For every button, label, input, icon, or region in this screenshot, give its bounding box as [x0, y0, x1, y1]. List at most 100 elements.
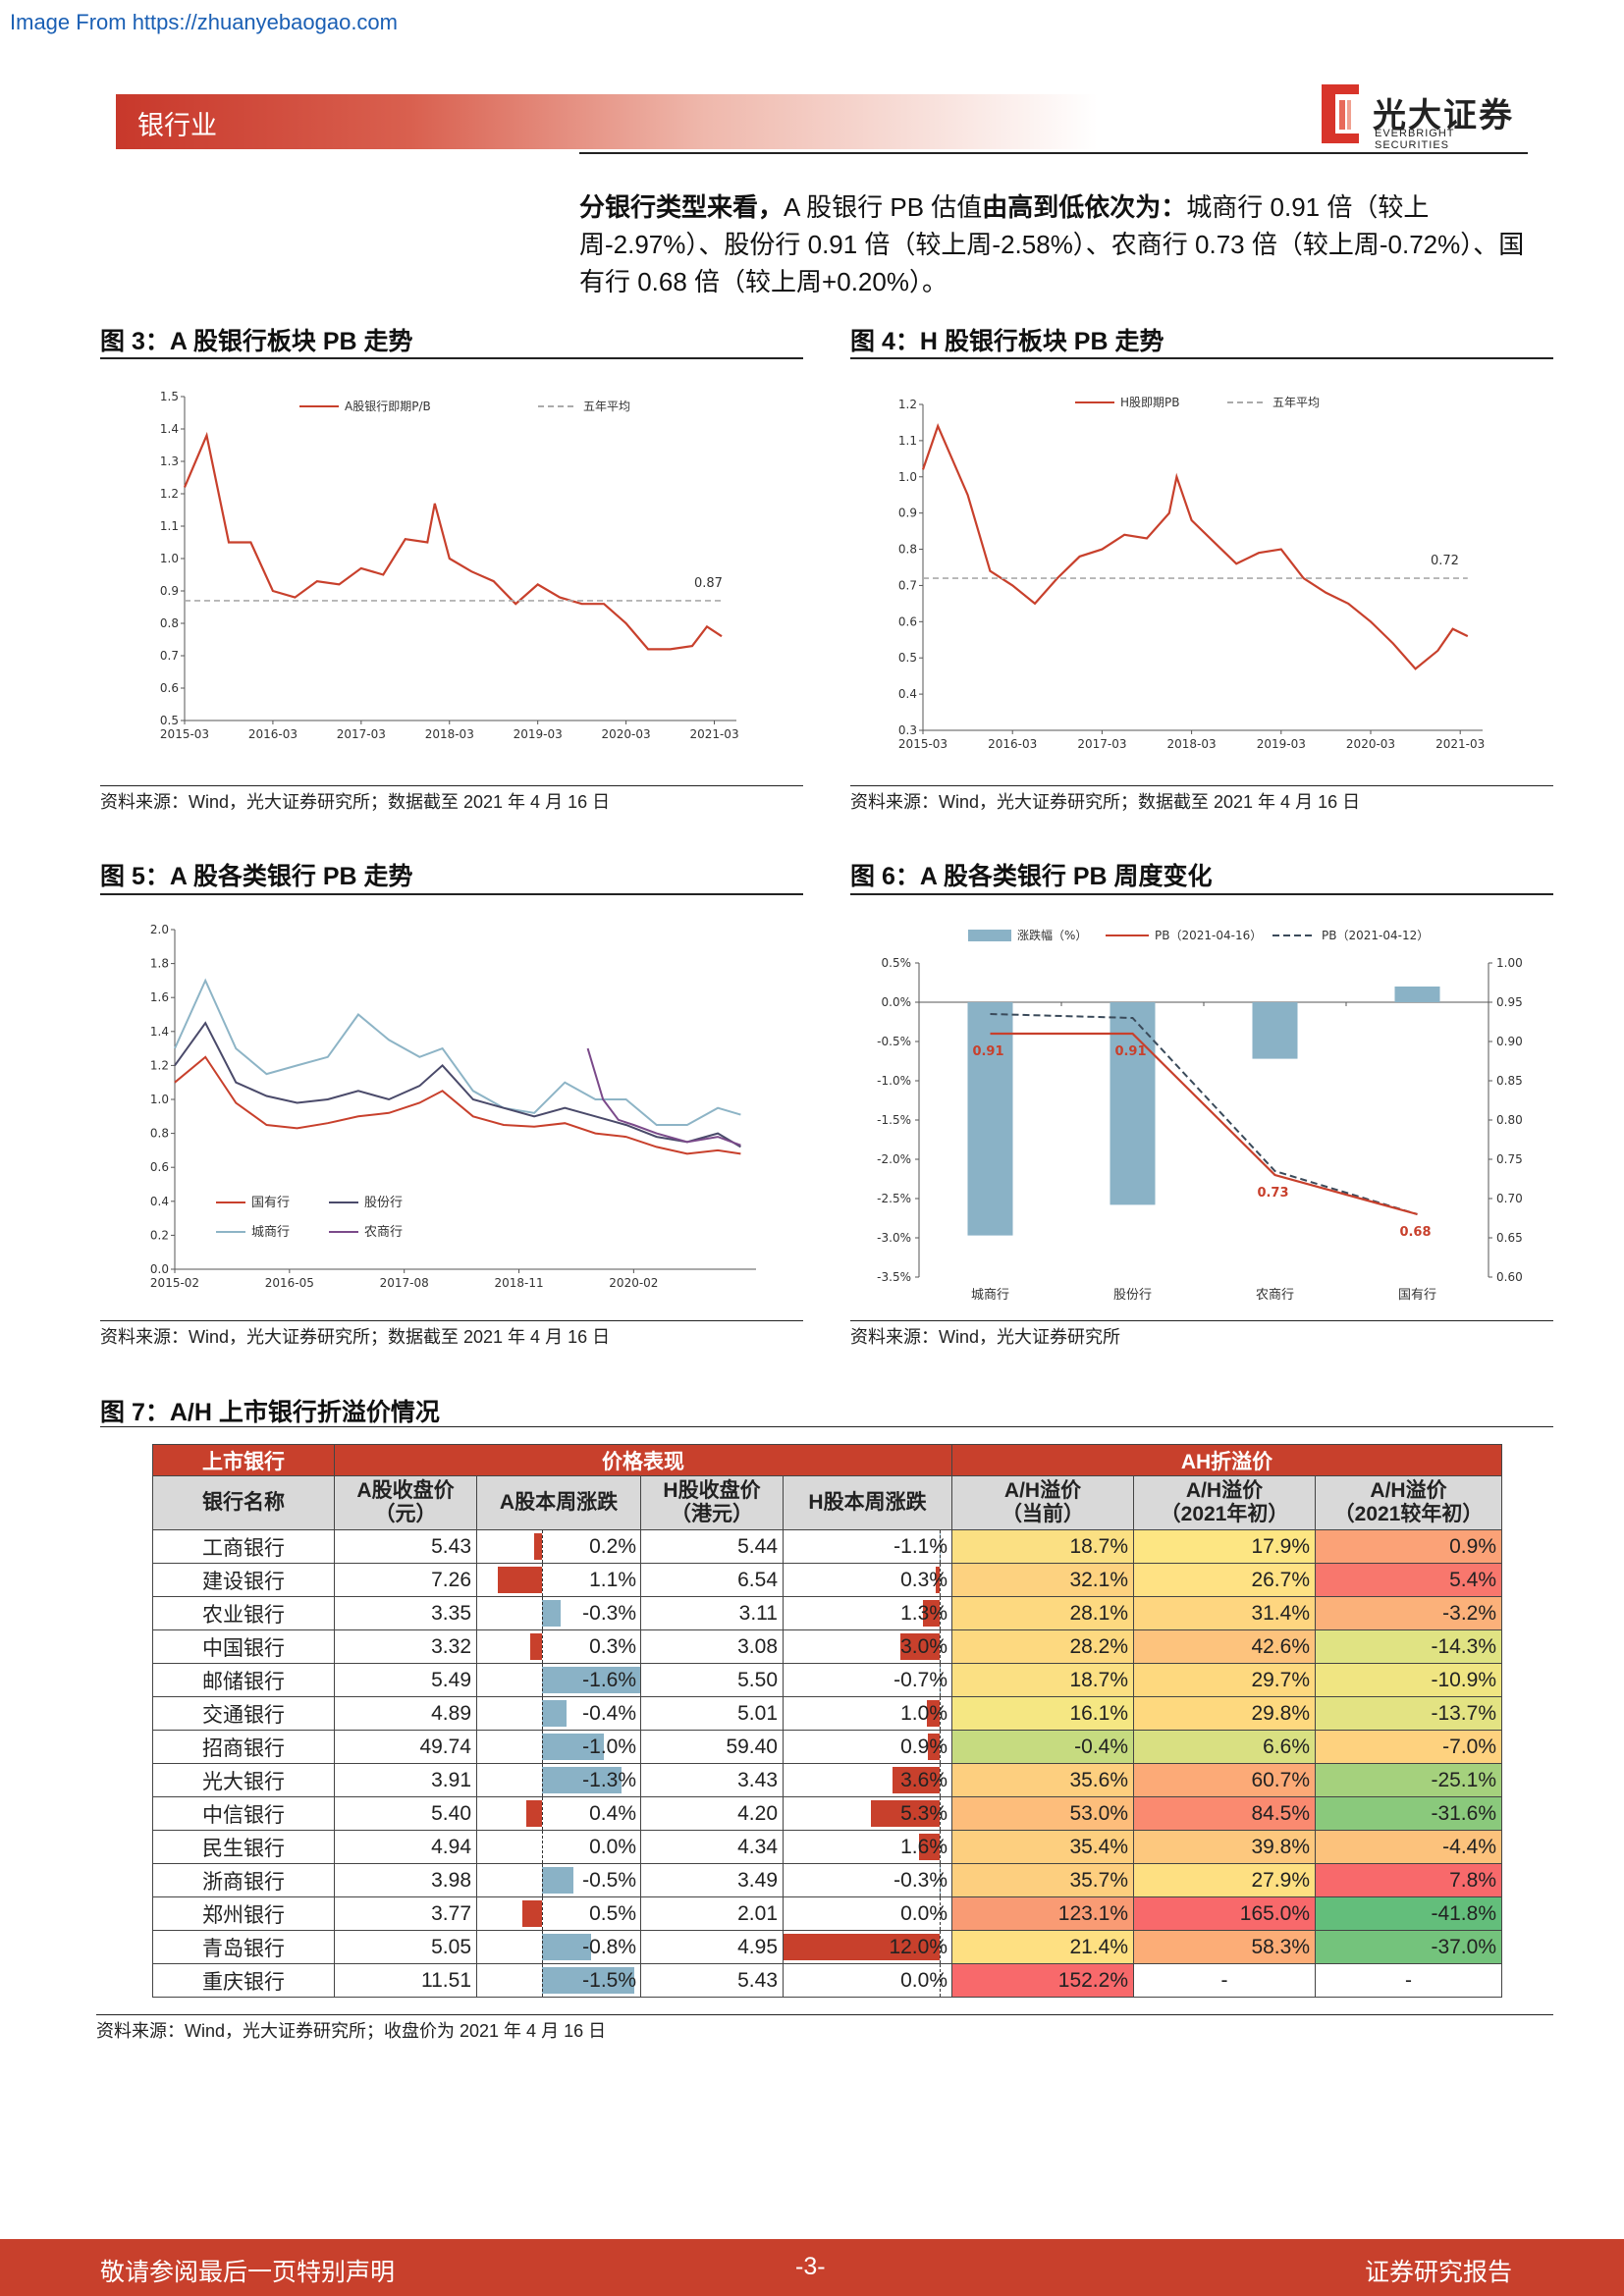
h-close-text: 5.50 — [737, 1668, 778, 1691]
group-header-price: 价格表现 — [334, 1444, 952, 1476]
bar-axis — [542, 1864, 544, 1896]
fig5-source-rule — [100, 1320, 803, 1321]
a-weekly-change: 0.2% — [476, 1529, 641, 1564]
h-weekly-change-text: -0.3% — [893, 1868, 947, 1892]
a-close-text: 3.77 — [431, 1901, 471, 1925]
a-weekly-change-text: 0.3% — [589, 1634, 636, 1658]
ah-premium-diff-text: 0.9% — [1449, 1534, 1496, 1558]
series-line — [174, 978, 741, 1126]
legend-label: H股即期PB — [1120, 396, 1180, 409]
table-row: 工商银行 5.43 0.2% 5.44 -1.1% 18.7% 17.9% 0.9% — [152, 1529, 1502, 1564]
ah-premium-start-text: 26.7% — [1251, 1568, 1310, 1591]
table-row: 中信银行 5.40 0.4% 4.20 5.3% 53.0% 84.5% -31.6% — [152, 1796, 1502, 1831]
average-annotation: 0.87 — [694, 576, 723, 591]
h-weekly-change-text: 12.0% — [889, 1935, 947, 1958]
series-line — [174, 1055, 741, 1155]
h-close: 2.01 — [640, 1896, 784, 1931]
y-tick-label: 0.8 — [898, 543, 917, 557]
page-number: -3- — [795, 2253, 826, 2280]
ah-premium-start-text: 31.4% — [1251, 1601, 1310, 1625]
a-weekly-change: 0.0% — [476, 1830, 641, 1864]
fig6-source: 资料来源：Wind，光大证券研究所 — [850, 1327, 1121, 1347]
ah-premium-start: 58.3% — [1133, 1930, 1316, 1964]
legend-label: 城商行 — [251, 1225, 290, 1240]
a-weekly-change-text: 0.4% — [589, 1801, 636, 1825]
ah-premium-diff-text: -14.3% — [1431, 1634, 1496, 1658]
y-tick-label: 1.8 — [150, 957, 169, 971]
bank-name-text: 农业银行 — [202, 1603, 285, 1627]
table-row: 重庆银行 11.51 -1.5% 5.43 0.0% 152.2% - - — [152, 1963, 1502, 1998]
col-header-a-chg: A股本周涨跌 — [476, 1475, 641, 1530]
left-tick-label: -3.0% — [877, 1231, 911, 1245]
watermark-text[interactable]: Image From https://zhuanyebaogao.com — [10, 10, 398, 34]
ah-premium-diff: 7.8% — [1315, 1863, 1502, 1897]
ah-premium-start-text: - — [1220, 1968, 1228, 1992]
col-header-ah-diff: A/H溢价 （2021较年初） — [1315, 1475, 1502, 1530]
h-close: 4.34 — [640, 1830, 784, 1864]
h-weekly-change: -0.7% — [783, 1663, 952, 1697]
h-close: 3.49 — [640, 1863, 784, 1897]
section-header-band: 银行业 — [116, 94, 1098, 149]
bank-name: 青岛银行 — [152, 1930, 335, 1964]
bar-axis — [940, 1530, 942, 1563]
ah-premium-now: 35.7% — [951, 1863, 1134, 1897]
fig7-source: 资料来源：Wind，光大证券研究所；收盘价为 2021 年 4 月 16 日 — [96, 2021, 607, 2041]
ah-premium-now: 28.1% — [951, 1596, 1134, 1630]
a-weekly-change: -0.3% — [476, 1596, 641, 1630]
left-tick-label: -1.5% — [877, 1113, 911, 1127]
a-close: 5.43 — [334, 1529, 477, 1564]
bar-fill — [928, 1734, 941, 1760]
bar-axis — [542, 1797, 544, 1830]
h-weekly-change: 1.0% — [783, 1696, 952, 1731]
left-tick-label: -2.5% — [877, 1192, 911, 1205]
h-close-text: 3.08 — [737, 1634, 778, 1658]
ah-premium-now-text: 21.4% — [1069, 1935, 1128, 1958]
intro-paragraph: 分银行类型来看，A 股银行 PB 估值由高到低依次为：城商行 0.91 倍（较上… — [579, 188, 1542, 300]
ah-premium-now-text: 18.7% — [1069, 1668, 1128, 1691]
a-weekly-change-text: -0.4% — [582, 1701, 636, 1725]
y-tick-label: 0.0 — [150, 1262, 169, 1276]
a-weekly-change-text: 0.2% — [589, 1534, 636, 1558]
h-weekly-change-text: 0.0% — [900, 1901, 947, 1925]
h-weekly-change-text: -0.7% — [893, 1668, 947, 1691]
a-close: 3.77 — [334, 1896, 477, 1931]
y-tick-label: 1.0 — [160, 552, 179, 565]
ah-premium-start-text: 17.9% — [1251, 1534, 1310, 1558]
bank-name: 邮储银行 — [152, 1663, 335, 1697]
bar-fill — [936, 1567, 941, 1593]
header-divider — [579, 152, 1528, 154]
bar-axis — [542, 1630, 544, 1663]
pb-data-label: 0.91 — [1114, 1044, 1146, 1059]
right-tick-label: 0.80 — [1496, 1113, 1523, 1127]
x-tick-label: 2018-03 — [425, 727, 474, 741]
y-tick-label: 1.6 — [150, 990, 169, 1004]
bar-axis — [940, 1897, 942, 1930]
y-tick-label: 0.4 — [898, 687, 917, 701]
h-weekly-change: 0.3% — [783, 1563, 952, 1597]
intro-bold-2: 由高到低依次为： — [982, 192, 1187, 222]
right-tick-label: 0.95 — [1496, 995, 1523, 1009]
fig5-title: 图 5：A 股各类银行 PB 走势 — [100, 863, 413, 890]
series-line — [586, 1047, 741, 1147]
h-weekly-change: 3.6% — [783, 1763, 952, 1797]
legend-label: PB（2021-04-16） — [1155, 929, 1262, 942]
fig4-chart: 0.3 0.4 0.5 0.6 0.7 0.8 0.9 1.0 1.1 1.2 2015-03 201… — [898, 396, 1485, 751]
ah-premium-start: 29.8% — [1133, 1696, 1316, 1731]
ah-premium-diff-text: -3.2% — [1442, 1601, 1496, 1625]
h-weekly-change: 1.6% — [783, 1830, 952, 1864]
a-close: 4.94 — [334, 1830, 477, 1864]
a-close: 3.98 — [334, 1863, 477, 1897]
h-close: 6.54 — [640, 1563, 784, 1597]
bar-axis — [940, 1664, 942, 1696]
a-weekly-change-text: -0.8% — [582, 1935, 636, 1958]
ah-premium-start-text: 60.7% — [1251, 1768, 1310, 1791]
left-tick-label: 0.5% — [882, 956, 912, 970]
x-tick-label: 2017-03 — [337, 727, 386, 741]
ah-premium-start-text: 29.7% — [1251, 1668, 1310, 1691]
y-tick-label: 0.8 — [150, 1127, 169, 1141]
a-close: 5.49 — [334, 1663, 477, 1697]
a-close-text: 5.40 — [431, 1801, 471, 1825]
h-weekly-change: -1.1% — [783, 1529, 952, 1564]
h-weekly-change-text: 0.0% — [900, 1968, 947, 1992]
h-weekly-change-text: 1.3% — [900, 1601, 947, 1625]
